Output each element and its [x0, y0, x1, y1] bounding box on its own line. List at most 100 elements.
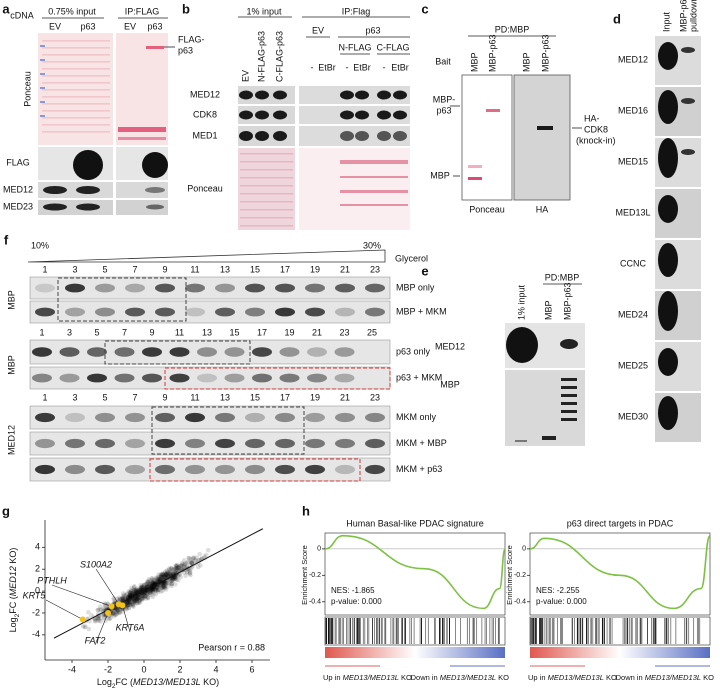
background-point — [133, 590, 139, 595]
band — [155, 307, 175, 317]
band — [215, 464, 235, 475]
fraction-number: 3 — [72, 392, 77, 402]
background-point — [168, 573, 174, 579]
band — [245, 412, 265, 423]
y-tick-label: 0 — [317, 546, 321, 553]
background-point — [112, 610, 118, 616]
fraction-number: 5 — [102, 392, 107, 402]
background-point — [178, 563, 184, 568]
background-point — [134, 596, 140, 601]
background-point — [128, 590, 134, 596]
band — [561, 410, 577, 413]
background-point — [158, 585, 164, 590]
background-point — [153, 585, 159, 591]
background-point — [146, 583, 151, 589]
background-point — [149, 592, 154, 598]
background-point — [134, 587, 140, 593]
background-point — [149, 579, 155, 585]
background-point — [162, 569, 168, 574]
background-point — [144, 584, 150, 590]
band — [42, 82, 110, 84]
band — [169, 373, 190, 383]
background-point — [186, 555, 192, 561]
background-point — [153, 586, 158, 592]
background-point — [146, 588, 151, 594]
background-point — [111, 608, 117, 614]
background-point — [143, 582, 149, 587]
band — [335, 412, 355, 423]
background-point — [132, 598, 138, 604]
background-point — [145, 580, 151, 585]
background-point — [191, 555, 197, 560]
label: MKM + p63 — [396, 464, 442, 474]
background-point — [162, 585, 168, 591]
fraction-number: 7 — [132, 264, 137, 274]
fraction-number: 21 — [312, 327, 322, 337]
background-point — [156, 587, 162, 592]
label-part: 2 — [112, 683, 116, 690]
background-point — [145, 583, 151, 589]
band — [240, 185, 293, 187]
band — [658, 195, 678, 223]
background-point — [159, 574, 164, 579]
label: NES: -1.865 — [331, 586, 375, 595]
band — [42, 54, 110, 56]
background-point — [127, 592, 132, 598]
background-point — [198, 563, 203, 568]
band — [365, 438, 385, 449]
background-point — [148, 578, 153, 583]
background-point — [162, 574, 167, 579]
background-point — [188, 556, 193, 562]
fraction-number: 21 — [340, 264, 350, 274]
background-point — [139, 587, 144, 592]
background-point — [155, 589, 161, 595]
label: MED13L — [615, 207, 650, 217]
background-point — [139, 592, 144, 598]
band — [245, 464, 265, 475]
background-point — [114, 608, 120, 614]
background-point — [142, 593, 148, 599]
band — [335, 307, 355, 317]
background-point — [114, 607, 120, 613]
label: MBP — [543, 300, 553, 320]
band — [239, 110, 253, 120]
label: PD:MBP — [495, 24, 530, 34]
background-point — [154, 588, 160, 594]
background-point — [158, 577, 164, 582]
background-point — [110, 611, 115, 616]
background-point — [138, 593, 144, 599]
background-point — [165, 569, 171, 575]
background-point — [136, 600, 142, 606]
label: CDK8 — [193, 109, 217, 119]
background-point — [145, 595, 151, 601]
band — [118, 127, 166, 132]
background-point — [138, 585, 144, 591]
background-point — [98, 604, 103, 609]
background-point — [205, 547, 211, 553]
background-point — [140, 593, 146, 599]
label: MBP — [6, 290, 16, 310]
label: C-FLAG — [376, 42, 409, 52]
leader-line — [45, 599, 83, 620]
background-point — [164, 571, 169, 576]
background-point — [189, 560, 195, 566]
background-point — [130, 601, 135, 606]
label: Input — [661, 11, 671, 32]
background-point — [173, 563, 179, 569]
background-point — [168, 569, 174, 575]
label-part: MED13/MED13L — [343, 673, 399, 682]
label: - — [311, 62, 314, 72]
background-point — [171, 567, 177, 573]
background-point — [127, 602, 133, 608]
background-point — [145, 579, 151, 584]
background-point — [153, 575, 159, 581]
fraction-number: 23 — [370, 264, 380, 274]
label: p63 — [147, 21, 162, 31]
background-point — [154, 585, 160, 591]
background-point — [167, 567, 172, 572]
background-point — [128, 599, 133, 605]
blot — [38, 182, 113, 198]
fraction-number: 17 — [280, 392, 290, 402]
background-point — [132, 599, 138, 604]
background-point — [142, 594, 148, 600]
